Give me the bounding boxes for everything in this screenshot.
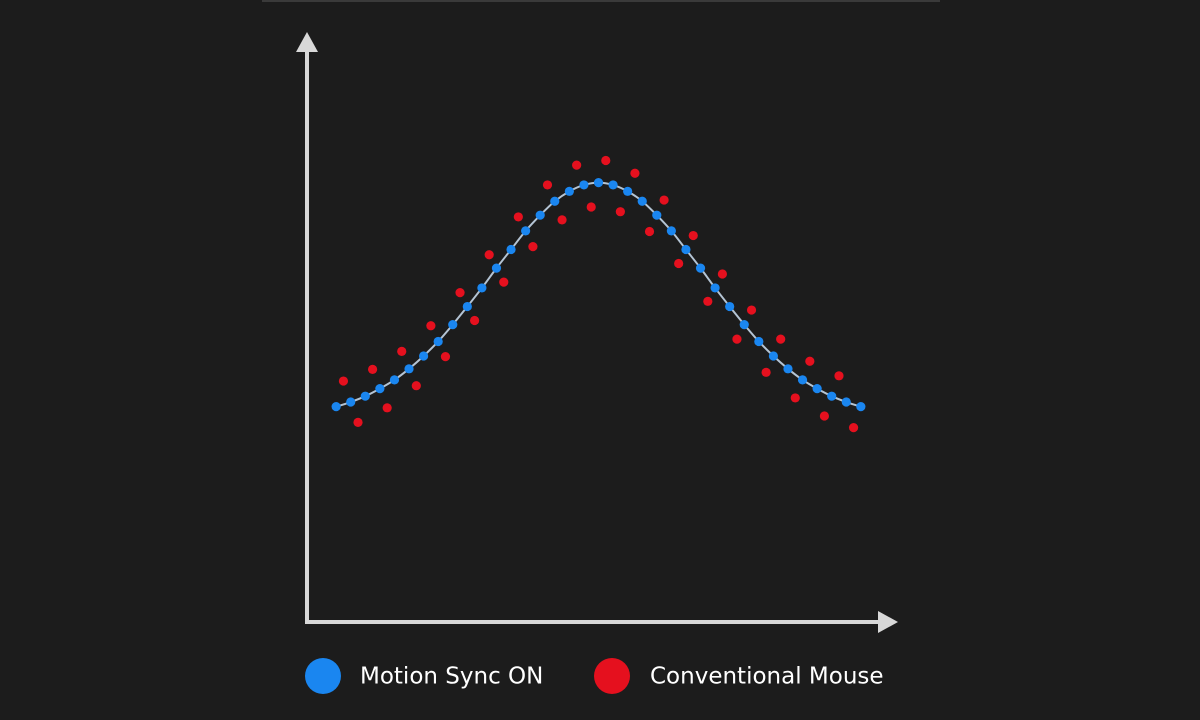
data-point: [564, 186, 574, 196]
data-point: [659, 195, 669, 205]
data-point: [506, 244, 516, 255]
data-point: [623, 186, 633, 196]
data-point: [346, 397, 356, 407]
data-point: [404, 364, 414, 374]
data-point: [805, 356, 815, 366]
data-point: [848, 423, 859, 433]
legend-swatch: [594, 658, 630, 694]
data-point: [746, 305, 757, 315]
data-point: [819, 411, 830, 421]
data-point: [440, 352, 451, 362]
data-point: [608, 180, 618, 190]
data-point: [382, 403, 392, 413]
data-point: [455, 287, 465, 298]
data-point: [834, 371, 844, 381]
data-point: [783, 364, 793, 374]
data-point: [827, 391, 837, 401]
data-point: [768, 351, 779, 361]
data-point: [637, 196, 647, 206]
data-point: [521, 226, 531, 236]
data-point: [732, 334, 742, 344]
data-point: [397, 346, 407, 356]
data-point: [688, 230, 698, 241]
data-point: [644, 226, 655, 237]
data-point: [674, 258, 684, 269]
legend: Motion Sync ON Conventional Mouse: [305, 658, 884, 694]
data-point: [593, 177, 604, 188]
plot-area: [331, 155, 866, 433]
data-point: [433, 336, 443, 347]
data-point: [477, 283, 487, 293]
data-point: [572, 160, 582, 170]
data-point: [550, 196, 560, 206]
legend-label: Motion Sync ON: [360, 664, 543, 690]
data-point: [790, 393, 800, 403]
data-point: [717, 269, 727, 279]
data-point: [499, 277, 509, 287]
data-point: [615, 207, 625, 217]
data-point: [761, 367, 771, 377]
data-point: [462, 301, 472, 312]
data-point: [841, 397, 851, 407]
data-point: [535, 210, 545, 220]
data-point: [652, 210, 662, 220]
data-point: [710, 283, 720, 293]
data-point: [367, 364, 378, 375]
data-point: [856, 402, 866, 412]
data-point: [695, 263, 706, 273]
data-point: [579, 180, 589, 190]
data-point: [725, 301, 735, 312]
data-point: [586, 202, 596, 212]
data-point: [528, 242, 538, 252]
data-point: [601, 155, 611, 166]
data-point: [448, 319, 458, 330]
data-point: [491, 263, 502, 273]
data-point: [389, 375, 400, 385]
legend-label: Conventional Mouse: [650, 664, 884, 690]
data-point: [666, 226, 676, 236]
data-point: [754, 336, 764, 347]
data-point: [411, 381, 421, 391]
data-point: [681, 244, 691, 255]
data-point: [542, 180, 553, 190]
data-point: [360, 391, 370, 401]
data-point: [338, 376, 349, 386]
data-point: [630, 168, 640, 178]
data-point: [776, 334, 786, 344]
data-point: [703, 296, 713, 306]
data-point: [375, 384, 385, 394]
x-axis-arrow: [878, 611, 898, 633]
data-point: [426, 321, 436, 331]
trend-line: [335, 181, 862, 408]
y-axis-arrow: [296, 32, 318, 52]
data-point: [331, 402, 341, 412]
data-point: [419, 351, 429, 361]
data-point: [470, 315, 480, 326]
data-point: [797, 375, 808, 385]
data-point: [484, 250, 494, 260]
axes: [296, 32, 898, 633]
data-point: [513, 212, 523, 222]
data-point: [353, 417, 363, 427]
legend-swatch: [305, 658, 341, 694]
data-point: [812, 384, 822, 394]
data-point: [557, 215, 567, 225]
data-point: [739, 319, 749, 330]
